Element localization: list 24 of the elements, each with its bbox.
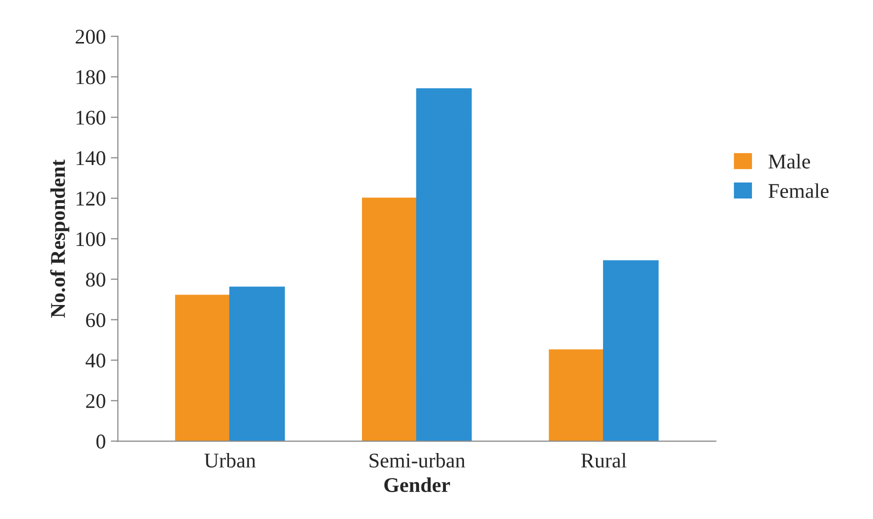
legend-label: Female (768, 183, 829, 198)
y-tick-label: 40 (86, 354, 106, 368)
bar (603, 260, 659, 442)
x-tick-label: Semi-urban (370, 452, 466, 468)
bar (548, 349, 604, 442)
y-tick-label: 140 (76, 151, 106, 166)
bar (362, 198, 418, 442)
y-tick-label: 80 (86, 272, 106, 287)
y-tick-label: 160 (76, 110, 106, 125)
y-tick-label: 20 (86, 394, 106, 408)
y-tick-label: 100 (76, 232, 106, 246)
legend-label: Male (768, 154, 810, 169)
bar (175, 294, 231, 442)
y-axis-title: No.of Respondent (50, 160, 70, 318)
y-tick-label: 200 (76, 30, 106, 44)
bar (229, 286, 285, 442)
y-tick-label: 60 (86, 313, 106, 328)
y-tick-label: 120 (76, 192, 106, 206)
y-tick-label: 180 (76, 70, 106, 84)
bar (416, 88, 472, 442)
x-axis-title: Gender (384, 477, 450, 492)
x-tick-label: Urban (204, 452, 256, 468)
x-tick-label: Rural (581, 452, 626, 468)
y-tick-label: 0 (96, 434, 106, 449)
